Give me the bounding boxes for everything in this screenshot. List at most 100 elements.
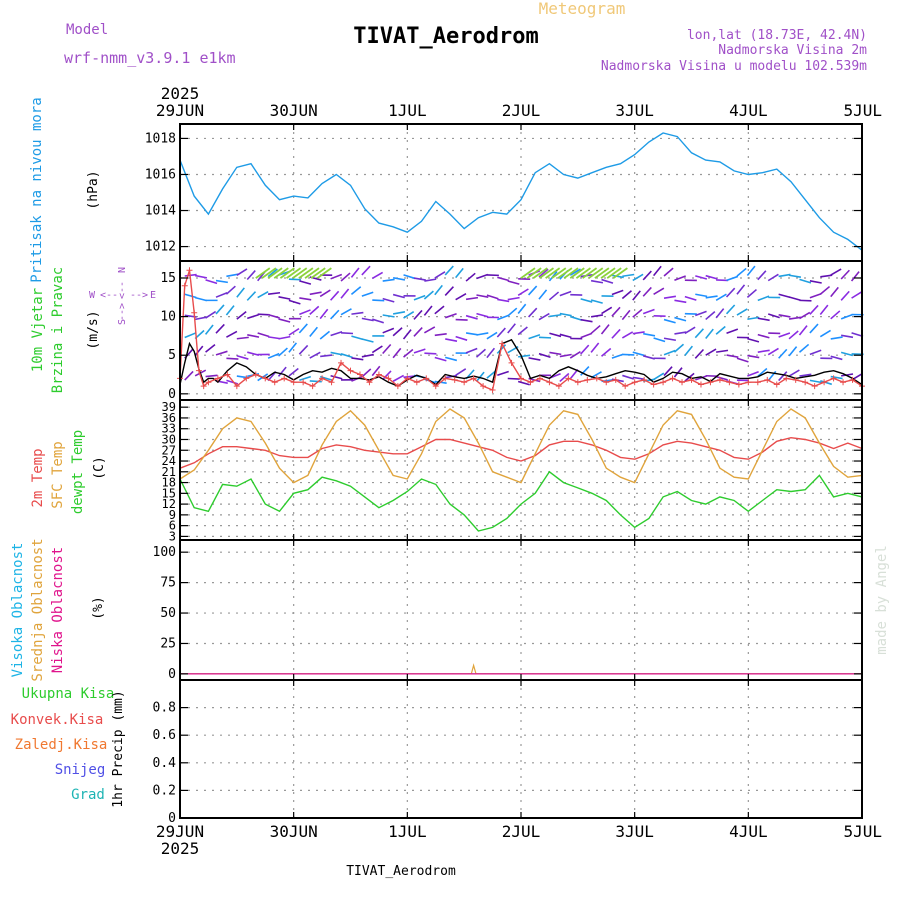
gust-point — [181, 282, 188, 289]
wind-vector-arrow — [695, 275, 708, 280]
wind-vector-arrow — [726, 275, 739, 282]
wind-vector-arrow — [632, 376, 645, 381]
wind-vector-arrow — [778, 273, 791, 278]
wind-vector-arrow — [757, 295, 770, 302]
wind-vector-arrow — [673, 367, 683, 378]
temperature-ytick-label: 3 — [169, 529, 176, 543]
bottom-time-axis: 29JUN 30JUN 1JUL 2JUL 3JUL 4JUL 5JUL — [156, 822, 882, 841]
wind-vector-arrow — [600, 324, 610, 335]
wind-vector-arrow — [549, 351, 562, 356]
gust-point — [290, 379, 297, 386]
gust-point — [783, 375, 790, 382]
gust-point — [233, 383, 240, 390]
wind-vector-arrow — [340, 332, 354, 335]
gust-point — [328, 379, 335, 386]
wind-vector-arrow — [747, 337, 760, 343]
temperature-ytick-label: 18 — [162, 476, 176, 490]
mid-cloud-label: Srednja Oblacnost — [30, 538, 46, 681]
wind-vector-arrow — [371, 365, 381, 377]
wind-vector-arrow — [538, 336, 552, 339]
wind-vector-arrow — [236, 287, 245, 298]
wind-vector-arrow — [517, 326, 528, 336]
gust-point — [200, 383, 207, 390]
wind-vector-arrow — [767, 313, 780, 319]
wind-vector-arrow — [642, 355, 655, 360]
wind-vector-arrow — [590, 299, 603, 304]
wind-vector-arrow — [663, 318, 676, 324]
wind-vector-arrow — [350, 286, 362, 296]
wind-vector-arrow — [382, 370, 392, 381]
wind-vector-arrow — [371, 345, 383, 354]
gust-point — [451, 376, 458, 383]
wind-vector-arrow — [549, 313, 562, 318]
wind-vector-arrow — [277, 347, 288, 357]
wind-vector-arrow — [226, 330, 238, 338]
wind-vector-arrow — [319, 308, 329, 320]
wind-vector-arrow — [423, 305, 433, 316]
top-time-tick-label: 29JUN — [156, 101, 204, 120]
wind-vector-arrow — [402, 329, 412, 340]
wind-vector-arrow — [632, 351, 645, 357]
gust-point — [716, 376, 723, 383]
wind-vector-arrow — [684, 295, 697, 301]
wind-ytick-label: 10 — [160, 310, 176, 325]
wind-vector-arrow — [184, 293, 197, 299]
wind-vector-arrow — [465, 272, 476, 282]
wind-vector-arrow — [330, 331, 343, 337]
wind-vector-arrow — [215, 279, 228, 284]
wind-vector-arrow — [267, 268, 278, 278]
wind-vector-arrow — [277, 366, 287, 377]
gust-point — [745, 379, 752, 386]
gust-point — [499, 340, 506, 347]
gust-point — [309, 383, 316, 390]
gust-point — [262, 375, 269, 382]
wind-vector-arrow — [611, 274, 624, 279]
wind-vector-arrow — [673, 343, 685, 353]
wind-vector-arrow — [726, 354, 739, 358]
wind-vector-arrow — [580, 318, 593, 323]
pressure-ytick-label: 1012 — [145, 240, 176, 255]
precip-unit: 1hr Precip (mm) — [111, 690, 126, 807]
wind-vector-arrow — [309, 380, 322, 383]
wind-vector-arrow — [226, 273, 239, 278]
wind-vector-arrow — [403, 348, 414, 358]
wind-vector-arrow — [434, 305, 445, 315]
wind-vector-arrow — [184, 370, 194, 381]
gust-point — [413, 379, 420, 386]
wind-vector-arrow — [600, 267, 616, 279]
wind-vector-arrow — [715, 308, 725, 319]
wind-vector-arrow — [809, 349, 822, 356]
gust-point — [375, 371, 382, 378]
gust-point — [470, 375, 477, 382]
gust-point — [224, 371, 231, 378]
wind-vector-arrow — [684, 326, 696, 335]
wind-vector-arrow — [299, 297, 312, 301]
wind-vector-arrow — [215, 304, 225, 315]
gust-point — [764, 376, 771, 383]
wind-vector-arrow — [340, 308, 352, 316]
wind-panel: 0 5 10 15 — [160, 260, 865, 402]
wind-vector-arrow — [507, 307, 518, 317]
wind-vector-arrow — [559, 290, 572, 297]
compass-south: S — [117, 319, 128, 325]
wind-vector-arrow — [497, 298, 510, 303]
gust-point — [281, 375, 288, 382]
low-cloud-label: Niska Oblacnost — [50, 547, 66, 673]
wind-vector-arrow — [455, 335, 468, 341]
wind-vector-arrow — [361, 317, 374, 322]
wind-vector-arrow — [757, 367, 768, 377]
wind-vector-arrow — [705, 295, 718, 299]
wind-vector-arrow — [590, 279, 604, 284]
wind-vector-arrow — [445, 338, 458, 342]
wind-vector-arrow — [351, 311, 364, 315]
wind-vector-arrow — [778, 348, 788, 359]
wind-vector-arrow — [434, 284, 443, 296]
compass-west: W — [89, 290, 96, 301]
pressure-unit: (hPa) — [86, 170, 101, 209]
wind-vector-arrow — [757, 270, 767, 281]
gust-point — [252, 371, 259, 378]
wind-vector-arrow — [382, 327, 395, 334]
wind-vector-arrow — [809, 280, 822, 284]
wind-vector-arrow — [580, 298, 593, 303]
